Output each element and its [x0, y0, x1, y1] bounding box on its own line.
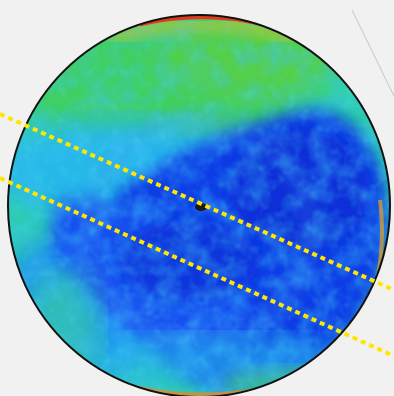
background-line: [351, 9, 394, 97]
disc-rim: [7, 14, 391, 396]
center-marker-icon: [195, 203, 207, 211]
lower-dashed-guide: [0, 176, 394, 358]
